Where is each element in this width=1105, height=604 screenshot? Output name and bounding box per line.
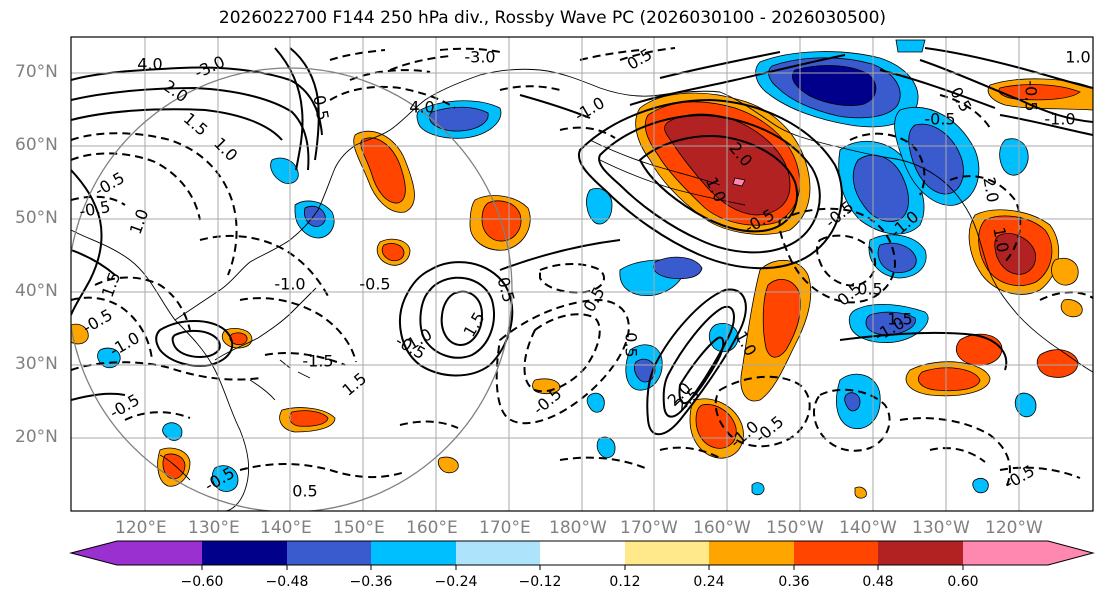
lon-label-120e: 120°E — [115, 518, 167, 538]
gridlines — [71, 37, 1093, 511]
lon-label-140w: 140°W — [839, 518, 897, 538]
shaded-field — [71, 39, 1093, 499]
colorbar-tick-label: −0.12 — [518, 574, 562, 590]
contour-label: 1.5 — [887, 310, 912, 329]
colorbar-tick-label: −0.24 — [434, 574, 478, 590]
lon-label-180w: 180°W — [549, 518, 607, 538]
contours-dashed — [71, 47, 1093, 491]
colorbar-bin — [287, 541, 371, 565]
lat-label-30n: 30°N — [15, 354, 58, 374]
colorbar-tick-label: 0.24 — [693, 574, 725, 590]
lon-label-150w: 150°W — [766, 518, 824, 538]
lon-label-130w: 130°W — [912, 518, 970, 538]
contour-label: 1.0 — [1065, 48, 1090, 67]
colorbar-bin — [540, 541, 625, 565]
contour-label: -1.5 — [302, 352, 333, 371]
contour-label: -1.0 — [1044, 110, 1075, 129]
colorbar-tick-label: 0.60 — [947, 574, 979, 590]
contour-label: 1.0 — [989, 226, 1012, 254]
colorbar-tick-label: 0.48 — [862, 574, 894, 590]
contour-label: 2.0 — [979, 176, 1002, 204]
colorbar-bin — [371, 541, 456, 565]
lat-label-60n: 60°N — [15, 135, 58, 155]
colorbar-bin — [202, 541, 287, 565]
coastlines — [71, 68, 1093, 511]
contour-label: -0.5 — [359, 275, 390, 294]
colorbar-extend-left — [71, 541, 117, 565]
region-circle — [71, 67, 513, 511]
lon-label-130e: 130°E — [188, 518, 240, 538]
map-frame — [70, 36, 1094, 512]
lon-label-170e: 170°E — [479, 518, 531, 538]
contour-label: -3.0 — [464, 48, 495, 67]
colorbar-extend-right — [1048, 541, 1093, 565]
contour-label: 0.5 — [309, 94, 332, 122]
lon-label-170w: 170°W — [620, 518, 678, 538]
colorbar-bin — [709, 541, 794, 565]
contour-label: -0.5 — [924, 110, 955, 129]
lat-label-50n: 50°N — [15, 208, 58, 228]
colorbar — [69, 540, 1095, 570]
colorbar-bin — [625, 541, 709, 565]
contour-label: 4.0 — [137, 55, 162, 74]
contour-label: 0.5 — [857, 280, 882, 299]
colorbar-tick-label: −0.48 — [265, 574, 309, 590]
colorbar-bin — [117, 541, 202, 565]
lon-label-120w: 120°W — [985, 518, 1043, 538]
lat-label-40n: 40°N — [15, 281, 58, 301]
contour-label: 0.5 — [622, 332, 641, 357]
lat-label-70n: 70°N — [15, 62, 58, 82]
colorbar-bin — [963, 541, 1048, 565]
colorbar-tick-label: −0.60 — [180, 574, 224, 590]
lat-label-20n: 20°N — [15, 427, 58, 447]
contour-label: -1.0 — [274, 275, 305, 294]
colorbar-tick-label: −0.36 — [349, 574, 393, 590]
colorbar-bin — [794, 541, 878, 565]
figure-title: 2026022700 F144 250 hPa div., Rossby Wav… — [218, 8, 887, 28]
lon-label-140e: 140°E — [260, 518, 312, 538]
colorbar-tick-label: 0.12 — [609, 574, 641, 590]
contour-label: 0.5 — [292, 482, 317, 501]
lon-label-160w: 160°W — [693, 518, 751, 538]
colorbar-bin — [878, 541, 963, 565]
lon-label-150e: 150°E — [333, 518, 385, 538]
colorbar-bin — [456, 541, 540, 565]
lon-label-160e: 160°E — [406, 518, 458, 538]
colorbar-tick-label: 0.36 — [778, 574, 810, 590]
contour-label: -0.5 — [1022, 80, 1041, 111]
contour-label: 4.0 — [409, 98, 434, 117]
